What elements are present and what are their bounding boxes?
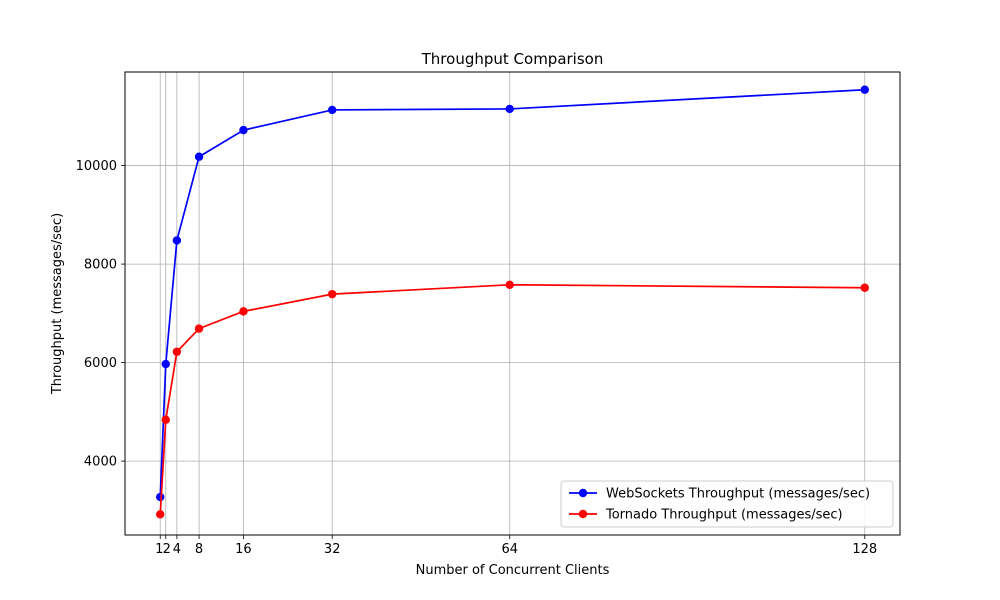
x-tick-label: 16 — [235, 542, 252, 557]
y-axis-ticks: 4000 6000 8000 10000 — [76, 159, 125, 470]
data-point — [156, 510, 165, 519]
data-point — [239, 125, 248, 135]
data-point — [505, 280, 514, 289]
data-point — [161, 415, 170, 424]
x-axis-ticks: 1 2 4 8 16 32 64 128 — [155, 535, 877, 557]
legend-marker-websockets — [578, 488, 588, 498]
x-tick-label: 4 — [173, 542, 181, 557]
data-point — [328, 289, 337, 299]
x-axis-title: Number of Concurrent Clients — [416, 563, 610, 578]
x-tick-label: 2 — [163, 542, 171, 557]
x-tick-label: 128 — [852, 542, 877, 557]
data-point — [860, 85, 869, 94]
legend: WebSockets Throughput (messages/sec) Tor… — [560, 480, 894, 528]
legend-box — [560, 480, 894, 528]
chart-title: Throughput Comparison — [421, 50, 604, 68]
y-tick-label: 8000 — [84, 258, 117, 273]
data-point — [194, 324, 204, 333]
y-tick-label: 4000 — [84, 455, 117, 470]
legend-marker-tornado — [578, 509, 588, 519]
data-point — [172, 236, 182, 245]
x-tick-label: 32 — [324, 542, 341, 557]
x-tick-label: 64 — [501, 542, 518, 557]
x-tick-label: 1 — [155, 542, 163, 557]
y-tick-label: 10000 — [76, 159, 117, 174]
data-point — [860, 283, 869, 292]
data-point — [161, 359, 170, 369]
data-point — [239, 307, 248, 316]
data-point — [194, 152, 204, 161]
data-point — [505, 104, 514, 114]
plot-frame — [124, 71, 901, 536]
legend-label-tornado: Tornado Throughput (messages/sec) — [605, 508, 843, 523]
y-axis-title: Throughput (messages/sec) — [50, 213, 65, 395]
legend-label-websockets: WebSockets Throughput (messages/sec) — [606, 487, 870, 502]
data-point — [156, 492, 165, 502]
series-line-1 — [159, 283, 865, 515]
y-tick-label: 6000 — [84, 356, 117, 371]
series-line-0 — [159, 88, 865, 498]
data-point — [328, 105, 337, 115]
grid-lines — [125, 72, 900, 535]
data-point — [172, 347, 182, 356]
x-tick-label: 8 — [195, 542, 203, 557]
data-series — [156, 85, 869, 519]
